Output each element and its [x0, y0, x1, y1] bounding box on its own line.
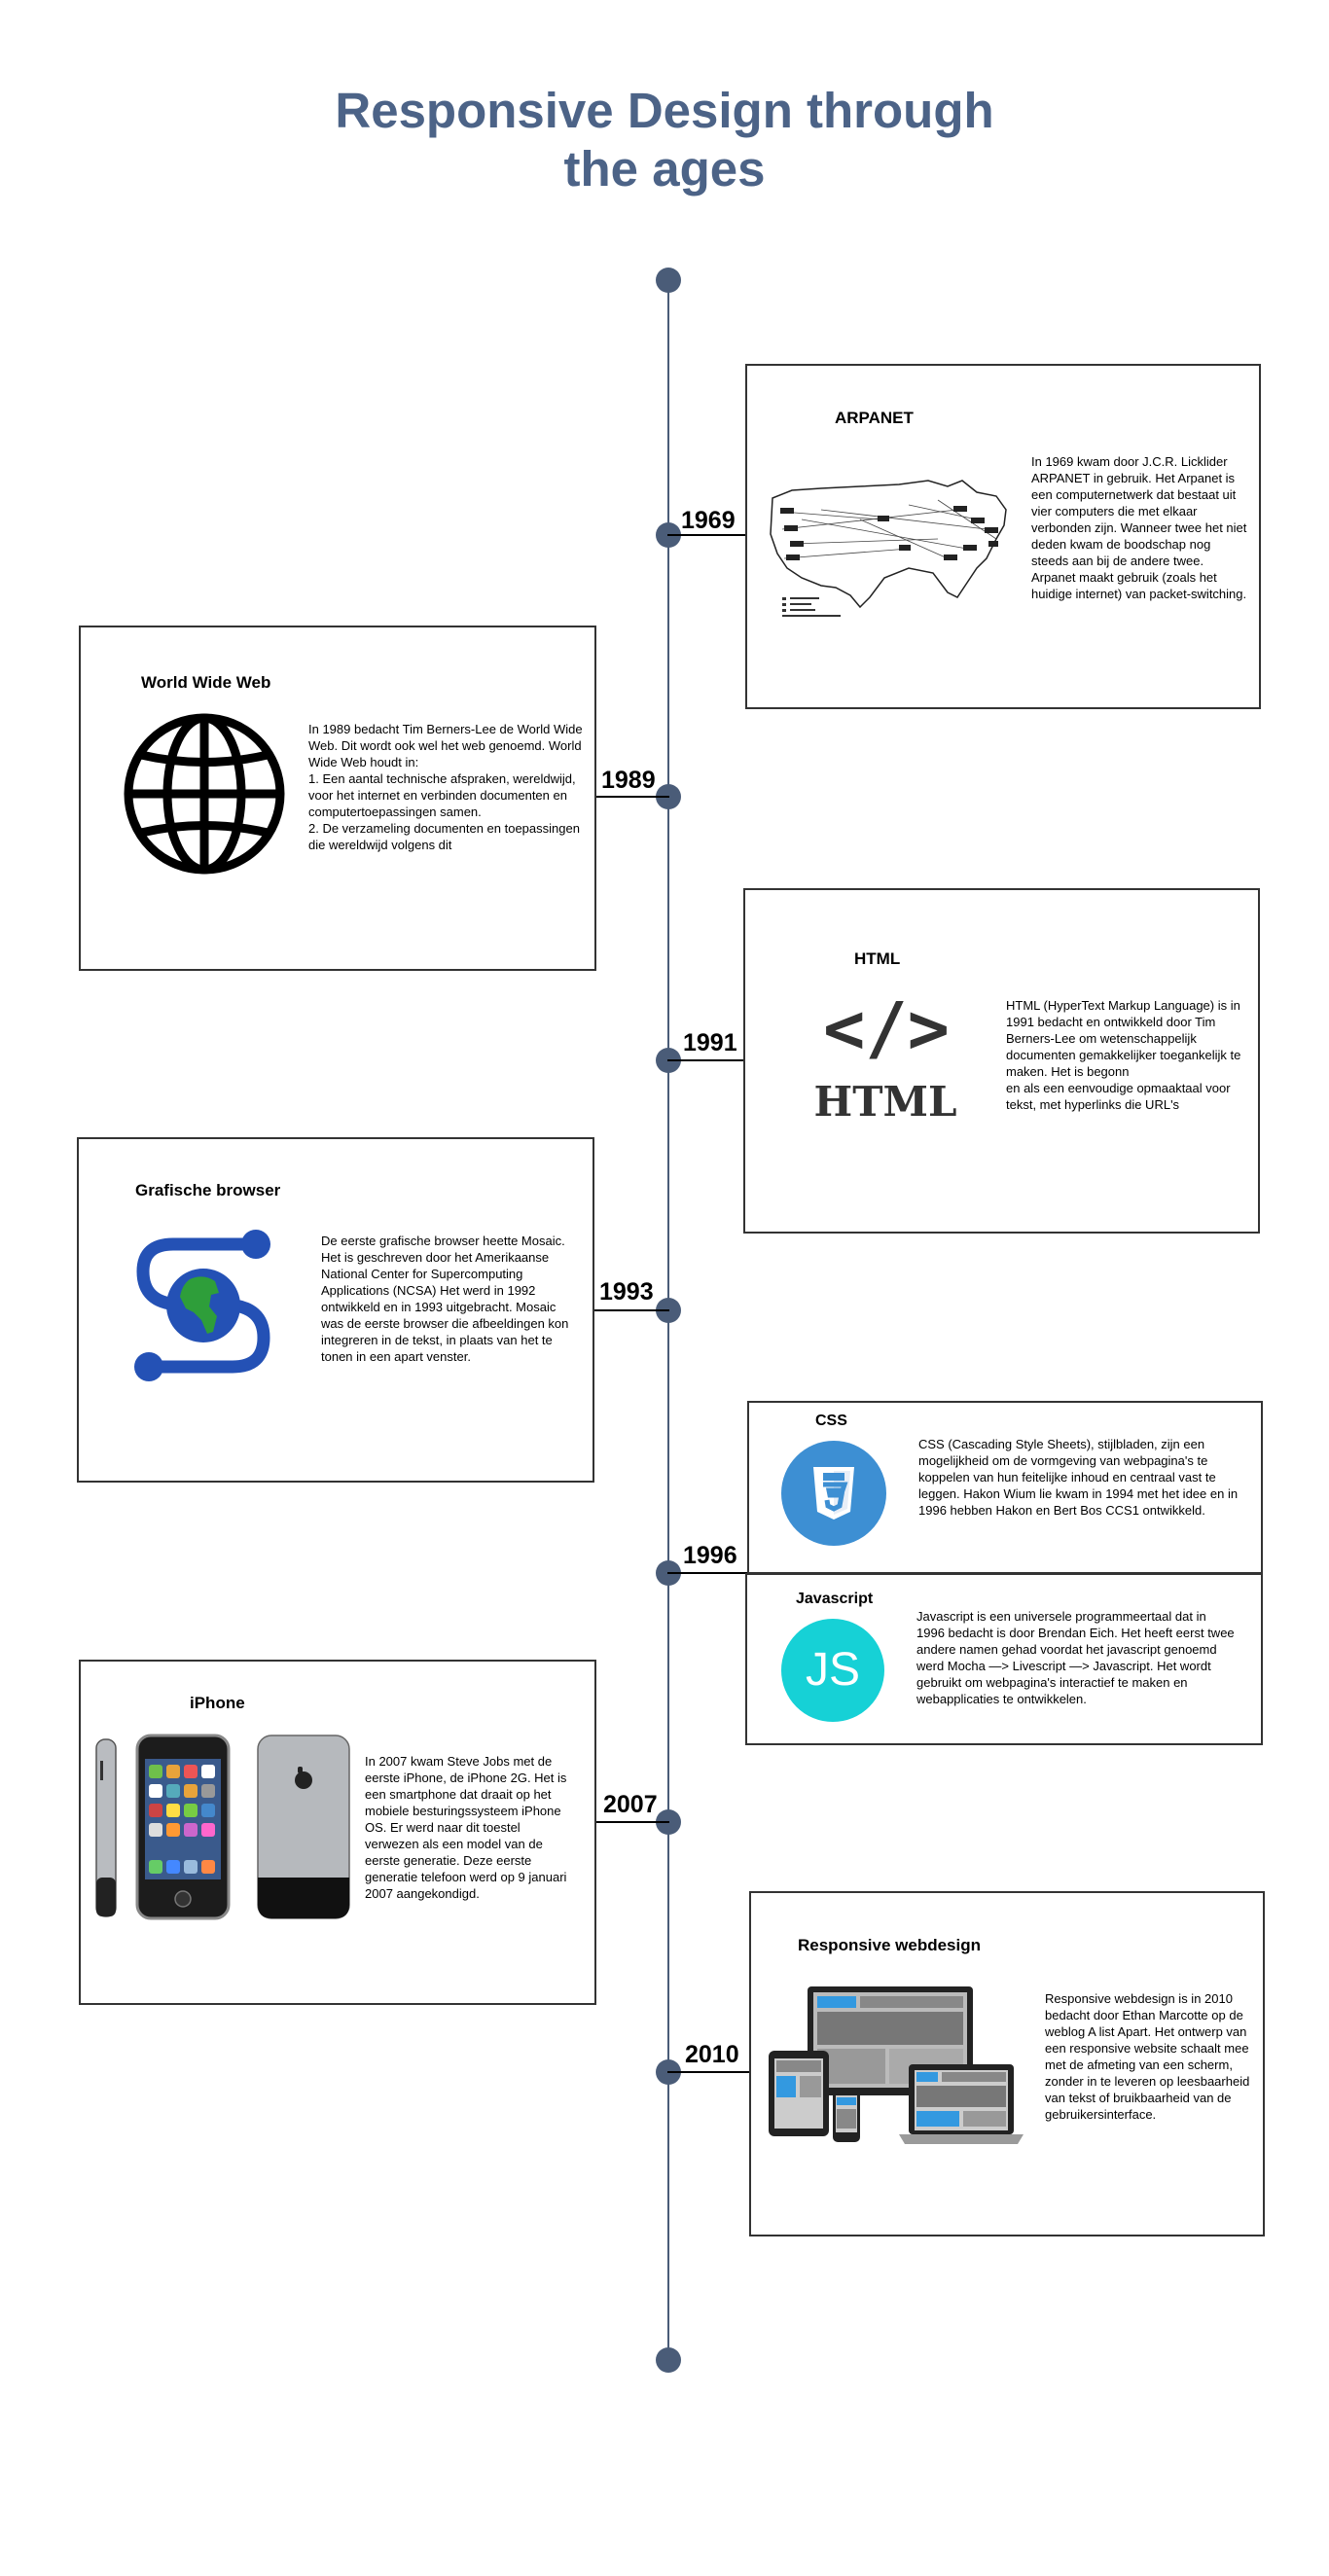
year-label-1993: 1993 — [599, 1278, 654, 1306]
card-title: World Wide Web — [141, 673, 271, 692]
card-title: Grafische browser — [135, 1181, 281, 1199]
js-badge-icon — [781, 1619, 884, 1722]
card-text: In 1969 kwam door J.C.R. Licklider ARPAN… — [1031, 454, 1247, 601]
connector-1996 — [667, 1572, 747, 1574]
connector-2007 — [595, 1821, 669, 1823]
connector-1993 — [593, 1309, 669, 1311]
card-arpanet: ARPANET In 1969 kwam door J.C.R. Lic — [745, 364, 1261, 709]
mosaic-browser-icon — [134, 1230, 270, 1381]
card-responsive-webdesign: Responsive webdesign Responsive webdesig… — [749, 1891, 1265, 2236]
js-badge-label: JS — [805, 1644, 860, 1696]
connector-1989 — [595, 796, 669, 798]
arpanet-map-icon — [770, 480, 1007, 617]
card-text: De eerste grafische browser heette Mosai… — [321, 1234, 569, 1364]
card-text: In 1989 bedacht Tim Berners-Lee de World… — [308, 722, 583, 852]
connector-1969 — [667, 534, 745, 536]
connector-2010 — [667, 2071, 749, 2073]
connector-1991 — [667, 1059, 743, 1061]
card-text: HTML (HyperText Markup Language) is in 1… — [1006, 998, 1241, 1112]
css-badge-icon — [781, 1441, 886, 1546]
iphone-icon — [95, 1734, 350, 1920]
year-label-2010: 2010 — [685, 2041, 739, 2068]
page-title: Responsive Design through the ages — [335, 83, 994, 197]
card-grafische-browser: Grafische browser De eerste grafische br… — [77, 1137, 594, 1483]
timeline-dot-end — [656, 2347, 681, 2373]
card-title: HTML — [854, 949, 901, 968]
card-title: CSS — [815, 1413, 847, 1429]
year-label-1969: 1969 — [681, 507, 736, 534]
year-label-1989: 1989 — [601, 767, 656, 794]
card-title: Javascript — [796, 1591, 874, 1607]
year-label-2007: 2007 — [603, 1791, 658, 1818]
card-title: ARPANET — [835, 409, 914, 427]
card-title: Responsive webdesign — [798, 1936, 981, 1954]
html-code-glyph: </> — [822, 987, 951, 1069]
card-text: In 2007 kwam Steve Jobs met de eerste iP… — [365, 1754, 567, 1901]
card-html: HTML </> HTML HTML (HyperText Markup Lan… — [743, 888, 1260, 1234]
card-text: CSS (Cascading Style Sheets), stijlblade… — [918, 1437, 1239, 1518]
card-text: Javascript is een universele programmeer… — [916, 1609, 1235, 1706]
year-label-1991: 1991 — [683, 1029, 737, 1056]
responsive-devices-icon — [769, 1986, 1024, 2144]
card-iphone: iPhone In 2007 kwam Steve Jobs met de ee… — [79, 1660, 596, 2005]
html-logo-text: HTML — [813, 1078, 957, 1126]
globe-icon — [124, 713, 285, 875]
timeline-dot-start — [656, 268, 681, 293]
card-text: Responsive webdesign is in 2010 bedacht … — [1045, 1991, 1250, 2122]
year-label-1996: 1996 — [683, 1542, 737, 1569]
card-title: iPhone — [190, 1694, 245, 1712]
card-css: CSS CSS (Cascading Style Sheets), stijlb… — [747, 1401, 1263, 1574]
card-world-wide-web: World Wide Web In 1989 bedacht Tim Berne… — [79, 626, 596, 971]
card-javascript: Javascript JS Javascript is een universe… — [745, 1573, 1263, 1745]
